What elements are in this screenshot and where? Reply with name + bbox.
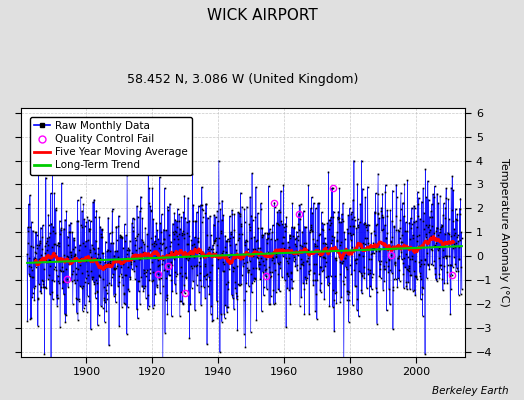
Title: 58.452 N, 3.086 W (United Kingdom): 58.452 N, 3.086 W (United Kingdom) — [127, 73, 358, 86]
Legend: Raw Monthly Data, Quality Control Fail, Five Year Moving Average, Long-Term Tren: Raw Monthly Data, Quality Control Fail, … — [30, 117, 192, 175]
Text: Berkeley Earth: Berkeley Earth — [432, 386, 508, 396]
Y-axis label: Temperature Anomaly (°C): Temperature Anomaly (°C) — [499, 158, 509, 307]
Text: WICK AIRPORT: WICK AIRPORT — [206, 8, 318, 23]
